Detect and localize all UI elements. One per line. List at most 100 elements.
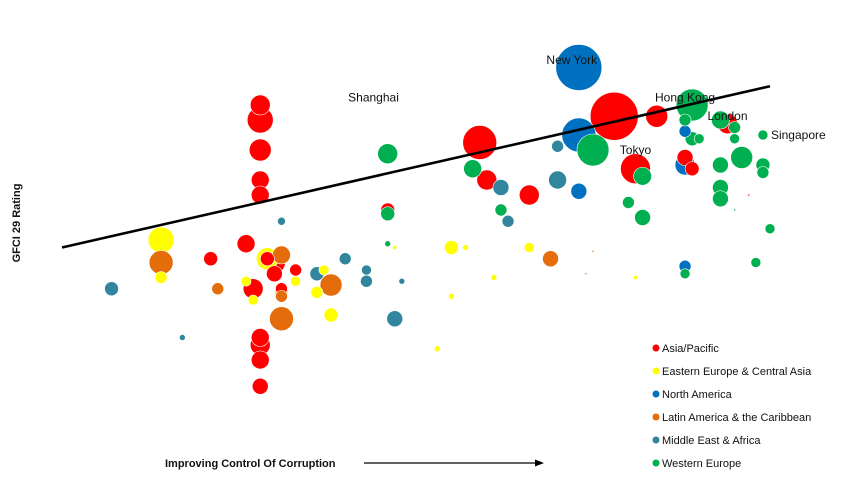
bubble-eastern-europe-central-asia-14 xyxy=(490,274,498,281)
bubble-western-europe-7 xyxy=(633,166,652,186)
bubble-western-europe-14 xyxy=(712,156,729,174)
legend-item-western-europe: Western Europe xyxy=(652,458,741,470)
bubble-asia-pacific-19 xyxy=(266,265,283,283)
legend-item-eastern-europe-central-asia: Eastern Europe & Central Asia xyxy=(652,366,812,378)
bubble-middle-east-africa-11 xyxy=(551,139,564,153)
bubble-middle-east-africa-8 xyxy=(492,179,510,196)
bubble-latin-america-the-caribbean-6 xyxy=(542,250,559,268)
bubble-eastern-europe-central-asia-17 xyxy=(633,275,638,280)
bubble-asia-pacific-6 xyxy=(249,94,271,116)
bubble-western-europe-24 xyxy=(750,257,762,268)
legend-label-eastern-europe-central-asia: Eastern Europe & Central Asia xyxy=(662,366,812,378)
bubble-asia-pacific-17 xyxy=(236,234,256,254)
bubble-western-europe-25 xyxy=(764,223,776,235)
legend-item-middle-east-africa: Middle East & Africa xyxy=(652,435,761,447)
bubble-western-europe-19 xyxy=(756,166,770,179)
bubble-latin-america-the-caribbean-0 xyxy=(148,250,174,275)
legend-marker-asia-pacific xyxy=(652,344,660,352)
bubble-middle-east-africa-7 xyxy=(386,310,404,328)
annotation-singapore: Singapore xyxy=(771,128,826,142)
bubble-latin-america-the-caribbean-2 xyxy=(272,245,291,265)
legend-item-asia-pacific: Asia/Pacific xyxy=(652,343,719,355)
annotation-new-york: New York xyxy=(546,53,598,67)
bubble-latin-america-the-caribbean-7 xyxy=(584,272,588,276)
bubble-asia-pacific-7 xyxy=(248,138,272,162)
annotation-tokyo: Tokyo xyxy=(620,143,652,157)
bubble-western-europe-3 xyxy=(463,159,482,179)
bubble-asia-pacific-25 xyxy=(250,350,270,370)
bubble-western-europe-8 xyxy=(634,209,651,226)
bubble-asia-pacific-26 xyxy=(251,377,269,395)
legend-label-latin-america-the-caribbean: Latin America & the Caribbean xyxy=(662,412,811,424)
bubble-layer xyxy=(104,44,776,395)
bubble-middle-east-africa-1 xyxy=(277,216,286,226)
bubble-western-europe-20 xyxy=(678,113,692,127)
x-axis-label: Improving Control Of Corruption xyxy=(165,458,336,470)
legend-item-north-america: North America xyxy=(652,389,733,401)
bubble-middle-east-africa-6 xyxy=(398,277,406,285)
bubble-eastern-europe-central-asia-5 xyxy=(290,275,301,287)
bubble-eastern-europe-central-asia-15 xyxy=(523,242,535,253)
bubble-asia-pacific-10 xyxy=(476,169,498,191)
bubble-middle-east-africa-5 xyxy=(360,274,373,288)
bubble-eastern-europe-central-asia-10 xyxy=(392,245,398,250)
bubble-western-europe-22 xyxy=(693,133,705,145)
bubble-asia-pacific-21 xyxy=(289,263,302,277)
bubble-asia-pacific-11 xyxy=(518,184,540,206)
bubble-western-europe-23 xyxy=(679,268,691,280)
legend-marker-north-america xyxy=(652,390,660,398)
bubble-asia-pacific-23 xyxy=(250,328,270,347)
bubble-latin-america-the-caribbean-5 xyxy=(269,306,294,332)
bubble-middle-east-africa-3 xyxy=(338,252,352,266)
bubble-north-america-3 xyxy=(678,124,692,138)
bubble-eastern-europe-central-asia-13 xyxy=(448,292,455,300)
bubble-north-america-2 xyxy=(570,182,588,200)
x-axis-arrow xyxy=(364,459,544,467)
bubble-asia-pacific-9 xyxy=(250,185,270,205)
bubble-western-europe-16 xyxy=(712,190,729,208)
y-axis-label: GFCI 29 Rating xyxy=(11,184,23,263)
bubble-western-europe-2 xyxy=(377,143,398,165)
bubble-eastern-europe-central-asia-6 xyxy=(318,264,330,276)
bubble-western-europe-1 xyxy=(576,133,610,167)
bubble-western-europe-10 xyxy=(711,110,730,130)
city-annotations: New York Hong Kong London Shanghai Tokyo Sing… xyxy=(348,53,826,157)
bubble-eastern-europe-central-asia-16 xyxy=(433,345,441,353)
bubble-latin-america-the-caribbean-8 xyxy=(591,249,595,253)
bubble-western-europe-26 xyxy=(733,208,736,212)
legend-label-asia-pacific: Asia/Pacific xyxy=(662,343,719,355)
bubble-latin-america-the-caribbean-4 xyxy=(319,273,343,297)
legend-marker-middle-east-africa xyxy=(652,436,660,444)
bubble-eastern-europe-central-asia-8 xyxy=(240,275,252,287)
bubble-eastern-europe-central-asia-9 xyxy=(247,294,259,306)
bubble-asia-pacific-18 xyxy=(260,251,275,267)
bubble-eastern-europe-central-asia-4 xyxy=(310,286,324,299)
bubble-middle-east-africa-0 xyxy=(104,281,119,297)
legend-label-middle-east-africa: Middle East & Africa xyxy=(662,435,761,447)
annotation-shanghai: Shanghai xyxy=(348,90,399,104)
bubble-asia-pacific-15 xyxy=(203,251,218,267)
annotation-london: London xyxy=(707,109,747,123)
trendline xyxy=(61,84,771,249)
annotation-hong-kong: Hong Kong xyxy=(655,90,715,104)
bubble-asia-pacific-27 xyxy=(747,193,751,197)
bubble-latin-america-the-caribbean-1 xyxy=(211,282,225,296)
legend-marker-western-europe xyxy=(652,459,660,467)
bubble-western-europe-9 xyxy=(622,196,635,209)
bubble-north-america-0 xyxy=(555,44,603,91)
bubble-western-europe-11 xyxy=(728,121,741,134)
bubble-middle-east-africa-9 xyxy=(501,214,515,228)
legend-marker-latin-america-the-caribbean xyxy=(652,413,660,421)
bubble-eastern-europe-central-asia-11 xyxy=(444,240,459,255)
bubble-asia-pacific-3 xyxy=(645,104,669,128)
bubble-eastern-europe-central-asia-0 xyxy=(147,226,175,254)
bubble-middle-east-africa-12 xyxy=(179,334,186,341)
bubble-eastern-europe-central-asia-7 xyxy=(323,307,339,323)
bubble-western-europe-4 xyxy=(494,203,508,217)
bubble-western-europe-12 xyxy=(729,133,740,145)
legend-marker-eastern-europe-central-asia xyxy=(652,367,660,375)
legend-item-latin-america-the-caribbean: Latin America & the Caribbean xyxy=(652,412,811,424)
bubble-asia-pacific-13 xyxy=(676,149,694,166)
bubble-eastern-europe-central-asia-2 xyxy=(154,271,168,284)
